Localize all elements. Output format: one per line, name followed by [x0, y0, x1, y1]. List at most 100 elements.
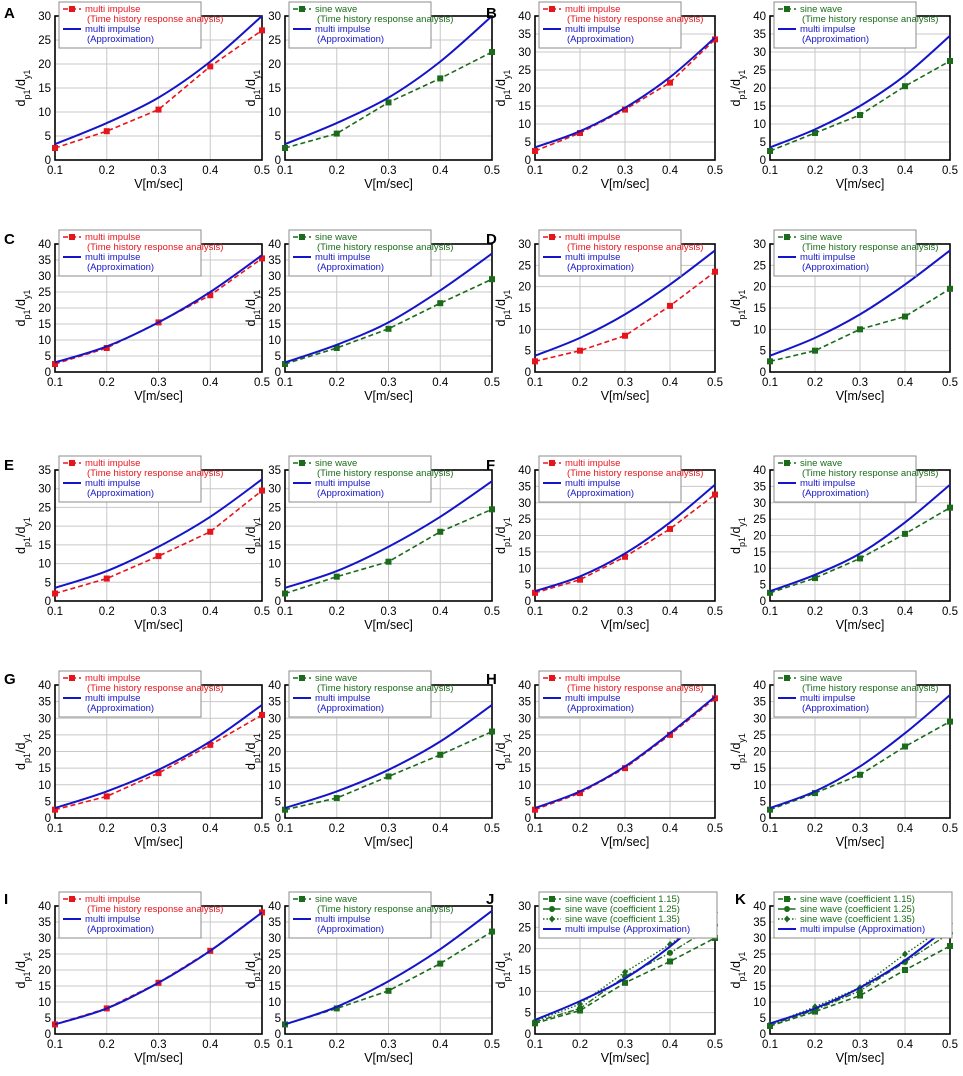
data-point	[532, 358, 538, 365]
legend-label: sine wave	[800, 4, 842, 15]
x-axis-label: V[m/sec]	[364, 177, 413, 191]
data-point	[622, 765, 628, 772]
y-tick-label: 5	[275, 1013, 281, 1025]
y-tick-label: 35	[518, 29, 531, 41]
legend-label: sine wave	[315, 894, 357, 905]
data-point	[489, 728, 495, 735]
y-axis-label: dp1/dy1	[729, 290, 747, 327]
data-point	[207, 63, 214, 70]
x-tick-label: 0.2	[99, 1039, 115, 1051]
y-tick-label: 0	[45, 367, 51, 379]
legend-label: multi impulse (Approximation)	[800, 924, 925, 935]
x-tick-label: 0.1	[277, 1039, 293, 1051]
y-axis-label: dp1/dy1	[14, 70, 32, 107]
series-red-dash	[532, 491, 718, 596]
legend-label: multi impulse (Approximation)	[565, 924, 690, 935]
data-point	[333, 345, 340, 351]
y-axis-label: dp1/dy1	[244, 952, 262, 989]
legend-label: multi impulse	[565, 693, 620, 704]
x-tick-label: 0.1	[47, 1039, 63, 1051]
y-axis-label: dp1/dy1	[14, 517, 32, 554]
series-blue-solid	[769, 35, 951, 149]
legend-label: sine wave	[800, 458, 842, 469]
series-red-dash	[532, 268, 718, 365]
legend-marker	[299, 234, 305, 240]
legend-label: (Approximation)	[87, 488, 154, 499]
y-tick-label: 20	[518, 747, 531, 759]
data-point	[385, 987, 392, 994]
chart-panel: 0 5 10 15 20 25 30 35 40 0.1 0.2 0.3 0.4 0.5 V[m/sec] d…	[729, 455, 958, 632]
y-tick-label: 20	[753, 747, 766, 759]
legend: sine wave (coefficient 1.15)sine wave (c…	[773, 891, 953, 939]
y-tick-label: 5	[275, 131, 281, 143]
y-tick-label: 40	[753, 11, 766, 23]
legend-label: (Time history response analysis)	[802, 14, 938, 25]
data-point	[532, 806, 538, 813]
data-point	[947, 718, 953, 725]
y-tick-label: 40	[268, 680, 281, 692]
legend-marker	[69, 460, 75, 466]
legend-label: multi impulse	[315, 24, 370, 35]
data-point	[902, 530, 908, 537]
y-axis-label: dp1/dy1	[244, 733, 262, 770]
series-line	[54, 257, 263, 365]
data-point	[207, 292, 214, 299]
legend-label: multi impulse	[85, 894, 140, 905]
series-line	[769, 924, 951, 1025]
data-point	[333, 573, 340, 580]
data-point	[712, 491, 718, 498]
x-tick-label: 0.4	[432, 377, 449, 389]
legend-label: multi impulse	[565, 252, 620, 263]
legend-label: (Approximation)	[87, 262, 154, 273]
panel-label: E	[4, 457, 14, 474]
x-tick-label: 0.2	[807, 377, 823, 389]
x-tick-label: 0.2	[572, 606, 588, 618]
legend: sine wave (coefficient 1.15)sine wave (c…	[538, 891, 718, 939]
y-tick-label: 25	[518, 260, 531, 272]
series-line	[534, 695, 716, 809]
y-tick-label: 30	[268, 933, 281, 945]
panel-label: K	[735, 891, 746, 908]
legend-label: (Time history response analysis)	[567, 468, 703, 479]
legend-marker	[784, 460, 790, 466]
x-tick-label: 0.3	[617, 1039, 633, 1051]
data-point	[812, 347, 818, 354]
legend-label: (Approximation)	[567, 703, 634, 714]
x-tick-label: 0.3	[151, 1039, 167, 1051]
series-blue-solid	[534, 249, 716, 357]
chart-panel-E: 0 5 10 15 20 25 30 35 0.1 0.2 0.3 0.4 0.5 V[m/sec] dp1…	[14, 455, 270, 632]
y-tick-label: 15	[268, 319, 281, 331]
series-green-dash	[282, 49, 495, 151]
legend-label: sine wave (coefficient 1.35)	[800, 914, 915, 925]
y-tick-label: 0	[760, 813, 766, 825]
y-tick-label: 15	[518, 303, 531, 315]
y-tick-label: 40	[268, 901, 281, 913]
y-tick-label: 0	[45, 813, 51, 825]
y-tick-label: 40	[518, 11, 531, 23]
series-blue-solid	[54, 478, 263, 589]
series-line	[284, 704, 493, 809]
y-axis-label: dp1/dy1	[729, 952, 747, 989]
chart-panel-J: 0 5 10 15 20 25 30 0.1 0.2 0.3 0.4 0.5 V[m/sec] dp1/d…	[494, 891, 723, 1065]
y-tick-label: 10	[753, 324, 766, 336]
legend-label: (Approximation)	[802, 488, 869, 499]
y-tick-label: 20	[268, 303, 281, 315]
y-tick-label: 30	[753, 713, 766, 725]
x-tick-label: 0.1	[47, 377, 63, 389]
x-tick-label: 0.4	[662, 823, 679, 835]
x-axis-label: V[m/sec]	[364, 835, 413, 849]
y-tick-label: 0	[275, 1029, 281, 1041]
data-point	[767, 358, 773, 365]
legend-marker	[549, 906, 555, 912]
series-blue-solid	[284, 15, 493, 146]
series-line	[534, 249, 716, 357]
x-tick-label: 0.5	[942, 377, 958, 389]
x-tick-label: 0.4	[202, 377, 219, 389]
series-line	[284, 909, 493, 1026]
y-tick-label: 30	[518, 498, 531, 510]
series-green-dash	[767, 718, 953, 813]
y-tick-label: 5	[760, 346, 766, 358]
series-red-dash	[52, 487, 265, 597]
legend-label: (Approximation)	[567, 488, 634, 499]
x-tick-label: 0.5	[254, 606, 270, 618]
